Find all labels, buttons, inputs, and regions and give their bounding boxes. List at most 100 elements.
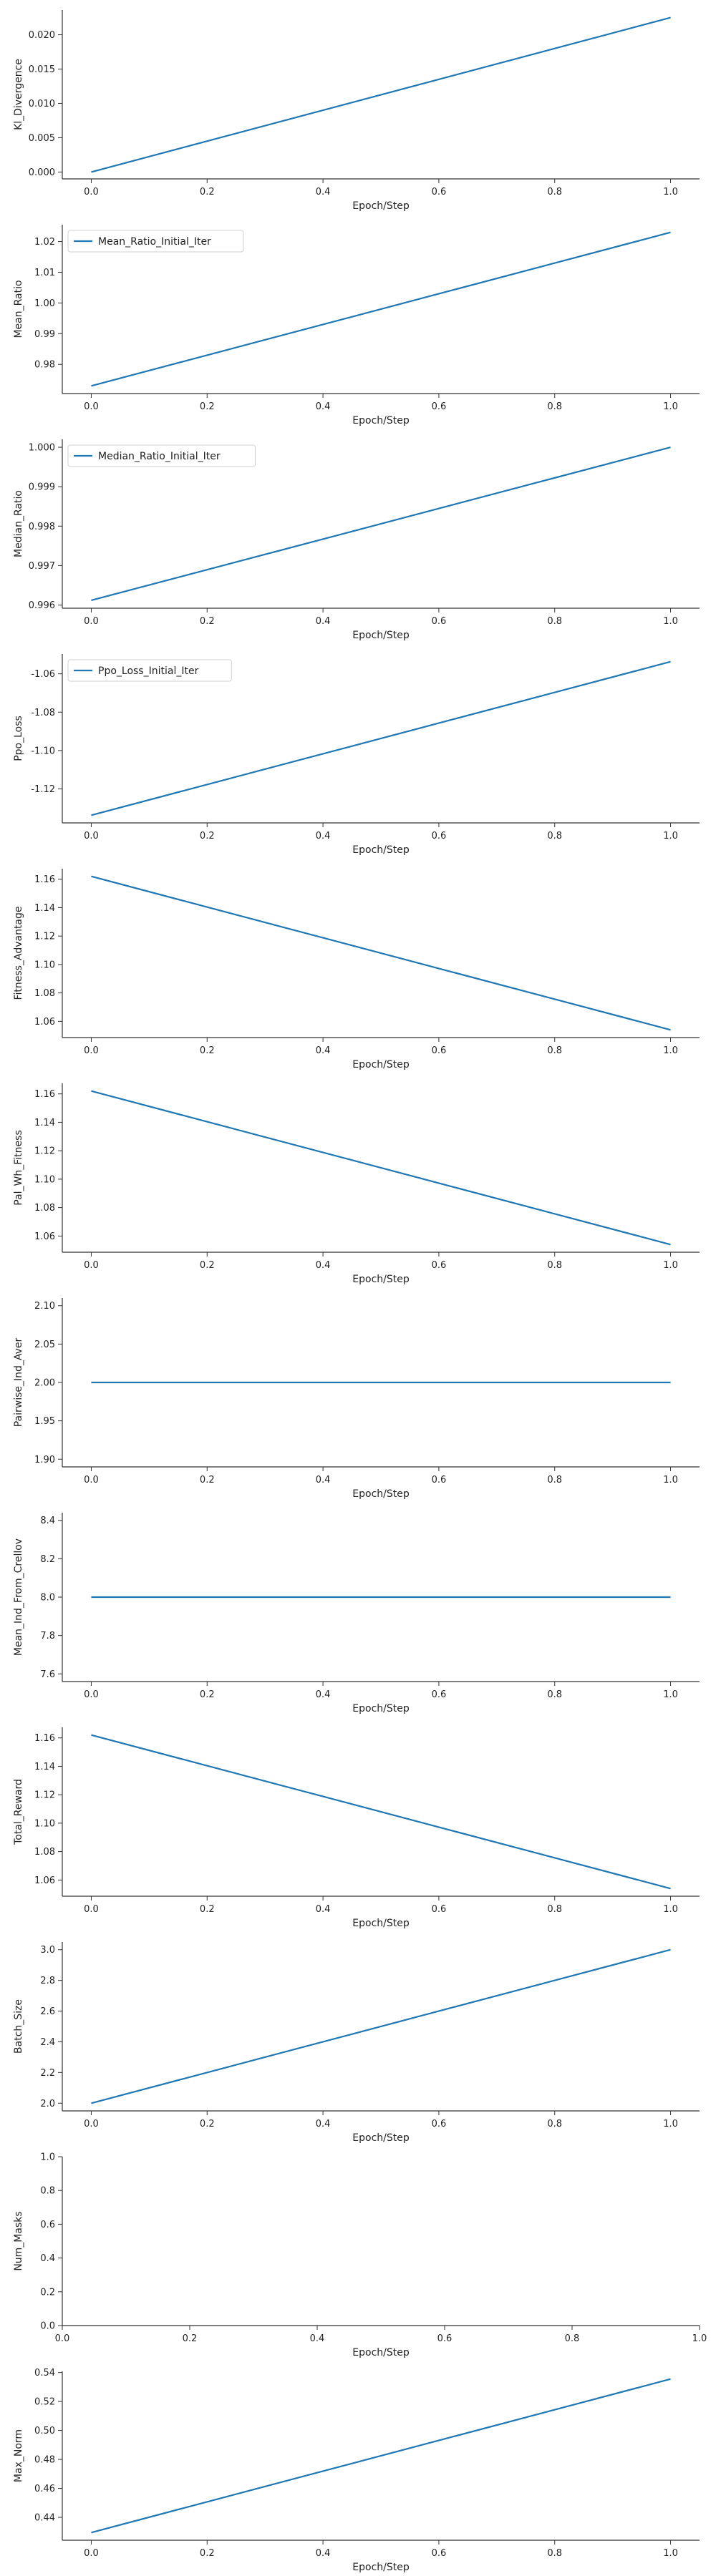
y-axis-label: Median_Ratio (13, 490, 24, 557)
y-tick-label: 1.08 (34, 988, 55, 999)
x-tick-label: 0.6 (432, 831, 447, 841)
y-tick-label: 1.10 (34, 960, 55, 970)
x-axis-label: Epoch/Step (352, 2562, 410, 2573)
x-tick-label: 0.2 (200, 187, 215, 197)
x-axis-label: Epoch/Step (352, 1488, 410, 1500)
x-tick-label: 1.0 (692, 2333, 707, 2344)
y-tick-label: -1.08 (31, 708, 55, 718)
x-tick-label: 0.0 (84, 2119, 99, 2129)
x-tick-label: 0.4 (316, 1260, 331, 1271)
x-tick-label: 0.4 (316, 1045, 331, 1056)
y-axis-label: Num_Masks (13, 2211, 24, 2270)
x-axis-label: Epoch/Step (352, 1059, 410, 1070)
x-tick-label: 0.2 (200, 1045, 215, 1056)
x-tick-label: 1.0 (663, 1260, 678, 1271)
chart-panel-2: 0.0 0.2 0.4 0.6 0.8 1.0 0.98 0.99 1.00 1.01 1.02 Ep… (13, 225, 700, 426)
x-tick-label: 0.0 (84, 1689, 99, 1700)
legend-label: Ppo_Loss_Initial_Iter (98, 665, 199, 677)
x-tick-label: 0.2 (200, 2548, 215, 2559)
x-tick-label: 0.8 (547, 1045, 562, 1056)
y-tick-label: 1.10 (34, 1818, 55, 1829)
x-tick-label: 1.0 (663, 1689, 678, 1700)
y-tick-label: 7.6 (40, 1669, 55, 1680)
y-tick-label: 2.8 (40, 1976, 55, 1986)
x-tick-label: 0.2 (200, 831, 215, 841)
x-tick-label: 0.6 (432, 1045, 447, 1056)
chart-panel-3: 0.0 0.2 0.4 0.6 0.8 1.0 0.996 0.997 0.998 0.999 1.… (13, 439, 700, 641)
x-tick-label: 0.2 (200, 1260, 215, 1271)
legend-box (67, 659, 232, 682)
y-tick-label: 0.998 (29, 522, 55, 532)
x-tick-label: 1.0 (663, 616, 678, 627)
x-tick-label: 0.4 (316, 401, 331, 412)
chart-panel-4: 0.0 0.2 0.4 0.6 0.8 1.0 -1.12 -1.10 -1.08 -1.06 Ep… (13, 654, 700, 856)
y-tick-label: 0.996 (29, 600, 55, 611)
x-tick-label: 0.2 (200, 401, 215, 412)
x-tick-label: 0.6 (432, 616, 447, 627)
y-tick-label: 0.54 (34, 2368, 55, 2379)
x-tick-label: 0.6 (437, 2333, 453, 2344)
y-axis-label: Pal_Wh_Fitness (13, 1130, 24, 1206)
x-tick-label: 0.4 (316, 187, 331, 197)
y-axis-label: Fitness_Advantage (13, 906, 24, 1000)
x-tick-label: 0.6 (432, 1260, 447, 1271)
chart-panel-9: 0.0 0.2 0.4 0.6 0.8 1.0 1.06 1.08 1.10 1.12 1.14 1.… (13, 1727, 700, 1929)
x-tick-label: 0.0 (84, 831, 99, 841)
y-tick-label: 1.14 (34, 1762, 55, 1772)
y-tick-label: -1.12 (31, 784, 55, 795)
y-axis-label: Batch_Size (13, 1999, 24, 2054)
x-tick-label: 1.0 (663, 1475, 678, 1485)
y-tick-label: 0.48 (34, 2455, 55, 2466)
x-axis-label: Epoch/Step (352, 2347, 410, 2358)
x-tick-label: 1.0 (663, 2548, 678, 2559)
x-tick-label: 0.8 (547, 401, 562, 412)
x-tick-label: 1.0 (663, 187, 678, 197)
y-tick-label: 1.12 (34, 1146, 55, 1157)
y-tick-label: 8.0 (40, 1593, 55, 1604)
y-tick-label: 1.90 (34, 1455, 55, 1465)
y-tick-label: 1.95 (34, 1416, 55, 1427)
y-tick-label: 2.2 (40, 2068, 55, 2079)
y-tick-label: 1.12 (34, 932, 55, 942)
x-tick-label: 0.6 (432, 2119, 447, 2129)
y-tick-label: 0.6 (40, 2220, 55, 2230)
y-tick-label: 0.015 (29, 64, 55, 75)
y-axis-label: Ppo_Loss (13, 716, 24, 761)
y-tick-label: 0.0 (40, 2321, 55, 2332)
y-tick-label: 0.50 (34, 2426, 55, 2436)
x-axis-label: Epoch/Step (352, 1918, 410, 1929)
chart-panel-7: 0.0 0.2 0.4 0.6 0.8 1.0 1.90 1.95 2.00 2.05 2.10 Ep… (13, 1298, 700, 1500)
series-line (91, 231, 671, 387)
series-line (91, 16, 671, 173)
y-axis-label: Mean_Ratio (13, 280, 24, 338)
y-tick-label: 8.4 (40, 1516, 55, 1526)
x-axis-label: Epoch/Step (352, 630, 410, 641)
y-tick-label: 0.44 (34, 2513, 55, 2524)
y-tick-label: 3.0 (40, 1945, 55, 1956)
series-line (91, 446, 671, 602)
x-tick-label: 0.6 (432, 1475, 447, 1485)
x-tick-label: 1.0 (663, 401, 678, 412)
y-tick-label: 1.16 (34, 1733, 55, 1744)
x-tick-label: 0.8 (547, 1904, 562, 1915)
chart-panel-5: 0.0 0.2 0.4 0.6 0.8 1.0 1.06 1.08 1.10 1.12 1.14 1.… (13, 869, 700, 1070)
x-tick-label: 0.4 (316, 616, 331, 627)
x-tick-label: 0.4 (316, 1689, 331, 1700)
y-tick-label: 2.05 (34, 1340, 55, 1350)
x-tick-label: 0.8 (547, 1689, 562, 1700)
x-tick-label: 0.2 (183, 2333, 198, 2344)
x-tick-label: 0.6 (432, 1689, 447, 1700)
y-tick-label: 0.999 (29, 482, 55, 493)
y-tick-label: 1.01 (34, 268, 55, 278)
legend-box (67, 230, 244, 253)
chart-panel-10: 0.0 0.2 0.4 0.6 0.8 1.0 2.0 2.2 2.4 2.6 2.8 3.0 Epoc… (13, 1942, 700, 2144)
x-tick-label: 0.0 (84, 2548, 99, 2559)
x-tick-label: 0.2 (200, 616, 215, 627)
y-tick-label: 1.00 (34, 298, 55, 309)
x-tick-label: 0.6 (432, 187, 447, 197)
x-tick-label: 0.2 (200, 1904, 215, 1915)
y-tick-label: 1.08 (34, 1203, 55, 1214)
y-tick-label: 0.2 (40, 2287, 55, 2298)
y-tick-label: 0.8 (40, 2186, 55, 2197)
